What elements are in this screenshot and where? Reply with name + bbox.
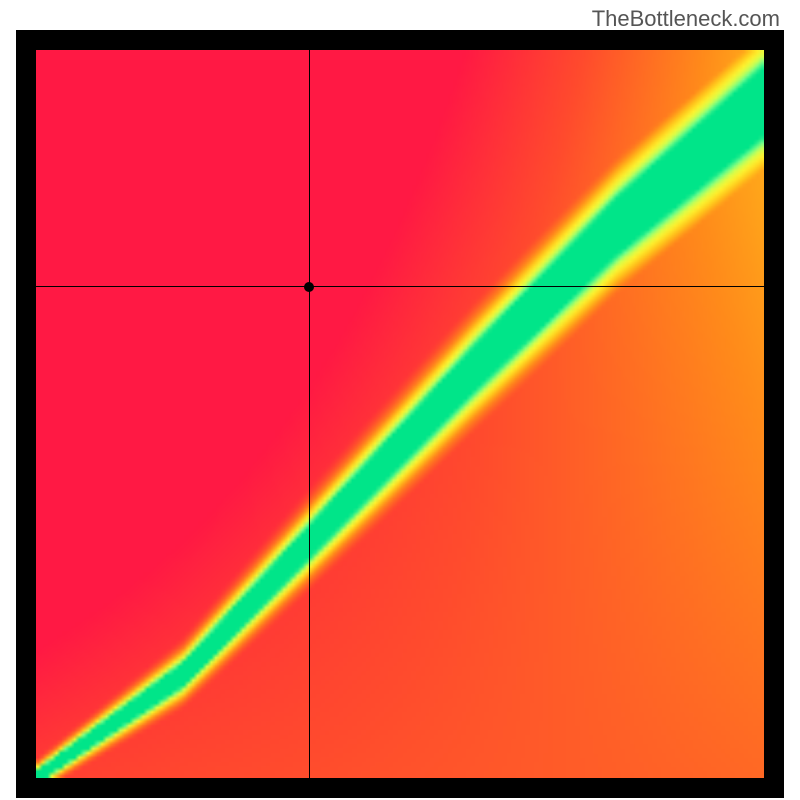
marker-dot <box>304 282 314 292</box>
crosshair-vertical <box>309 50 310 778</box>
crosshair-horizontal <box>36 286 764 287</box>
heatmap-canvas <box>36 50 764 778</box>
watermark-text: TheBottleneck.com <box>592 6 780 32</box>
plot-area <box>36 50 764 778</box>
chart-container: TheBottleneck.com <box>0 0 800 800</box>
